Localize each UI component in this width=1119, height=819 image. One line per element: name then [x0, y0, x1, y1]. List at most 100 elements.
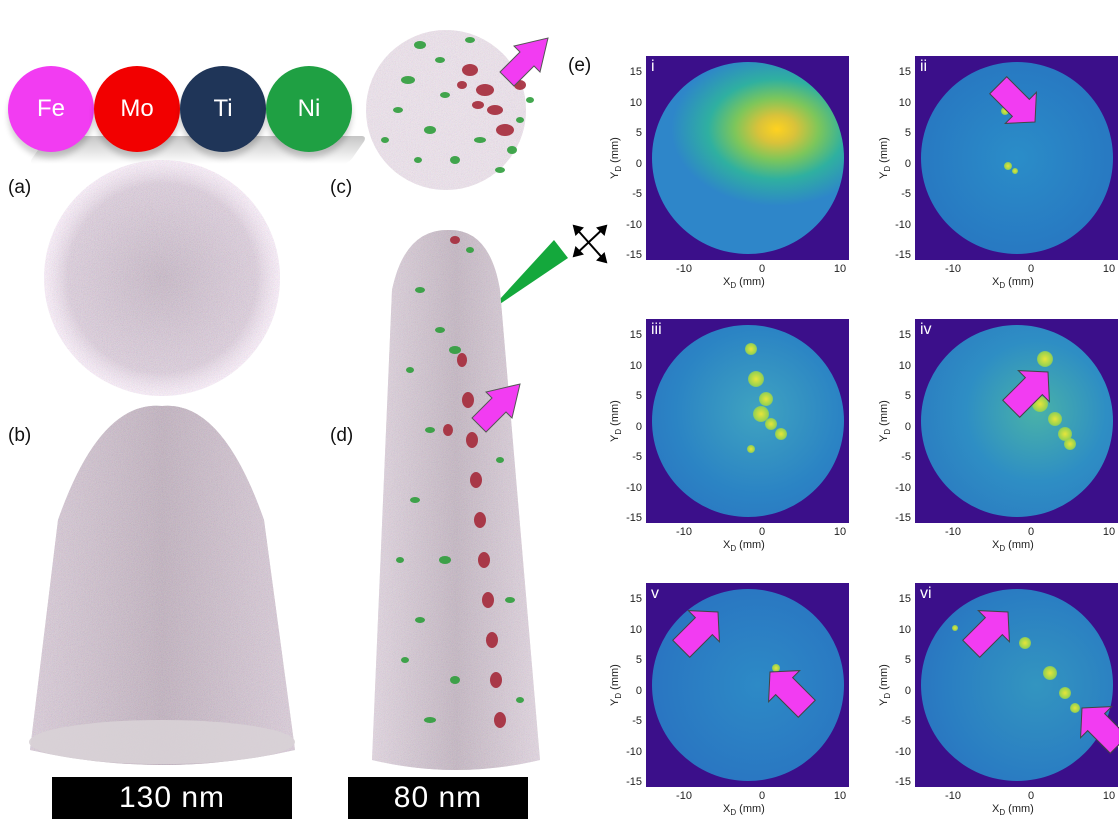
intensity-hotspot	[1037, 351, 1053, 367]
detector-map-label: v	[651, 585, 659, 602]
y-tick-label: 10	[898, 623, 911, 636]
x-tick-label: 0	[758, 790, 766, 802]
magenta-arrow-icon	[962, 610, 1010, 658]
y-tick-label: 5	[904, 390, 911, 402]
reconstruction-figures	[29, 30, 608, 770]
intensity-hotspot	[1019, 637, 1031, 649]
element-ni-label: Ni	[297, 95, 321, 122]
intensity-hotspot	[753, 406, 769, 422]
y-tick-label: -15	[895, 249, 911, 261]
y-tick-label: 0	[635, 684, 642, 697]
x-tick-label: -10	[945, 790, 961, 802]
y-tick-label: 0	[635, 420, 642, 433]
panel-label-b: (b)	[8, 425, 32, 446]
x-tick-label: 0	[1027, 790, 1035, 802]
y-tick-label: 15	[629, 593, 642, 605]
y-tick-label: 0	[904, 157, 911, 170]
x-axis-label: XD (mm)	[723, 276, 765, 291]
intensity-hotspot	[747, 445, 755, 453]
panel-a-sphere	[44, 160, 280, 396]
y-tick-label: -15	[895, 776, 911, 788]
element-ti-label: Ti	[213, 95, 233, 122]
intensity-hotspot	[1001, 107, 1009, 115]
y-tick-label: 10	[629, 96, 642, 109]
x-tick-label: -10	[676, 790, 692, 802]
scale-bar-left: 130 nm	[52, 777, 292, 819]
element-mo-circle: Mo	[94, 66, 180, 152]
x-tick-label: -10	[676, 526, 692, 538]
y-tick-label: -5	[901, 188, 911, 200]
panel-b-tip	[29, 405, 295, 765]
intensity-hotspot	[1043, 666, 1057, 680]
x-tick-label: -10	[945, 263, 961, 275]
y-tick-label: 5	[635, 390, 642, 402]
element-ni-circle: Ni	[266, 66, 352, 152]
detector-map-v: v	[646, 583, 849, 787]
detector-map-label: vi	[920, 585, 932, 602]
x-tick-label: 0	[1027, 263, 1035, 275]
panel-label-c: (c)	[330, 177, 353, 198]
detector-map-label: iv	[920, 321, 932, 338]
detector-map-iii: iii	[646, 319, 849, 523]
magenta-arrow-icon	[672, 610, 720, 658]
intensity-hotspot	[1012, 168, 1018, 174]
y-tick-label: 15	[898, 329, 911, 341]
intensity-hotspot	[1058, 427, 1072, 441]
detector-map-disc	[652, 62, 844, 254]
panel-d-tip	[372, 229, 540, 770]
intensity-hotspot	[759, 392, 773, 406]
detector-map-label: ii	[920, 58, 928, 75]
y-tick-label: 15	[898, 593, 911, 605]
intensity-hotspot	[748, 371, 764, 387]
x-tick-label: 10	[1102, 790, 1116, 802]
intensity-hotspot	[1064, 438, 1076, 450]
intensity-hotspot	[1059, 687, 1071, 699]
y-tick-label: 10	[898, 359, 911, 372]
element-fe-label: Fe	[36, 95, 65, 122]
detector-map-disc	[652, 589, 844, 781]
y-tick-label: 15	[898, 66, 911, 78]
y-tick-label: -5	[901, 451, 911, 463]
x-tick-label: 10	[1102, 263, 1116, 275]
y-tick-label: -10	[626, 218, 642, 231]
y-tick-label: 10	[629, 359, 642, 372]
y-tick-label: 5	[904, 654, 911, 666]
arrow-panel-d	[471, 383, 521, 433]
y-tick-label: -10	[626, 481, 642, 494]
element-legend: Fe Mo Ti Ni	[8, 58, 368, 164]
scale-bar-left-label: 130 nm	[118, 781, 226, 814]
x-axis-label: XD (mm)	[992, 803, 1034, 818]
scale-bar-right: 80 nm	[348, 777, 528, 819]
y-tick-label: -5	[901, 715, 911, 727]
y-tick-label: -15	[626, 776, 642, 788]
element-ti-circle: Ti	[180, 66, 266, 152]
x-tick-label: 0	[758, 263, 766, 275]
detector-map-i: i	[646, 56, 849, 260]
element-mo-label: Mo	[120, 95, 154, 122]
x-tick-label: 0	[1027, 526, 1035, 538]
y-tick-label: -5	[632, 715, 642, 727]
y-tick-label: -5	[632, 451, 642, 463]
magenta-arrow-icon	[989, 76, 1037, 124]
y-tick-label: 15	[629, 66, 642, 78]
y-tick-label: 15	[629, 329, 642, 341]
intensity-hotspot	[1070, 703, 1080, 713]
rotation-arrows-icon	[572, 224, 608, 264]
probe-cone	[488, 240, 568, 312]
y-tick-label: 0	[904, 684, 911, 697]
arrow-panel-c	[499, 37, 549, 87]
panel-c-sphere	[366, 30, 534, 190]
panel-label-e: (e)	[568, 55, 592, 76]
scale-bar-right-label: 80 nm	[393, 781, 483, 814]
intensity-hotspot	[775, 428, 787, 440]
x-tick-label: 10	[833, 526, 847, 538]
y-tick-label: -5	[632, 188, 642, 200]
y-tick-label: 0	[635, 157, 642, 170]
y-tick-label: 0	[904, 420, 911, 433]
y-tick-label: -10	[626, 745, 642, 758]
intensity-hotspot	[765, 418, 777, 430]
magenta-arrow-icon	[1002, 370, 1050, 418]
x-tick-label: 10	[1102, 526, 1116, 538]
